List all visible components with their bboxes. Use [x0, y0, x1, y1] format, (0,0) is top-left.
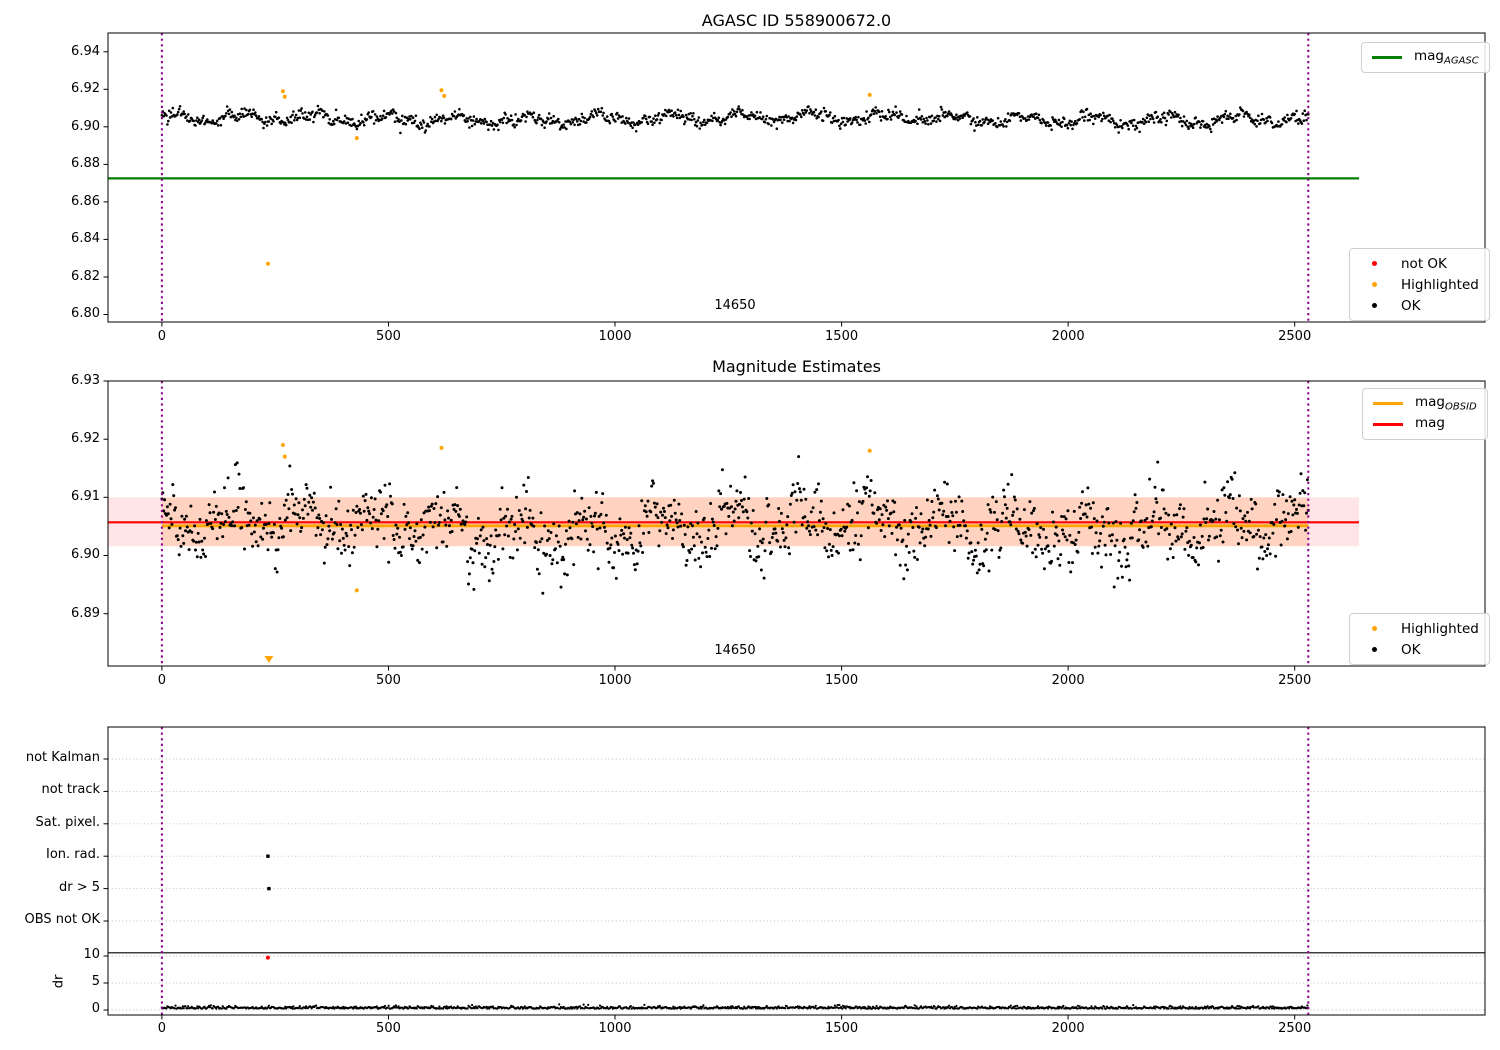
- x-tick-label: 2000: [1051, 329, 1085, 344]
- scatter-ok-panel2: [160, 455, 1310, 595]
- legend-label: Highlighted: [1401, 620, 1479, 637]
- legend-item-ok: OK: [1360, 639, 1479, 660]
- x-tick-label: 500: [376, 673, 401, 688]
- legend-label: mag: [1415, 415, 1445, 432]
- x-tick-label: 2500: [1278, 673, 1312, 688]
- x-tick-label: 500: [376, 1021, 401, 1036]
- x-tick-label: 0: [157, 673, 167, 688]
- y-tick-label: 6.92: [71, 81, 100, 97]
- x-tick-label: 1500: [825, 329, 859, 344]
- y-tick-label: 6.92: [71, 431, 100, 447]
- offscale-triangle-marker: [264, 656, 274, 663]
- flag-point: [266, 854, 270, 858]
- legend-label: Highlighted: [1401, 276, 1479, 293]
- not-ok-point: [265, 955, 270, 960]
- legend-label: mag: [1415, 394, 1445, 411]
- red-line-sample: [1373, 423, 1403, 426]
- dr-tick-label: 5: [91, 974, 100, 989]
- legend-mag-lines-panel2: magOBSID mag: [1362, 388, 1488, 440]
- red-dot-sample: [1372, 261, 1377, 266]
- legend-label: mag: [1414, 48, 1444, 65]
- orange-line-sample: [1373, 402, 1403, 405]
- legend-label: OK: [1401, 641, 1421, 658]
- legend-item-not-ok: not OK: [1360, 253, 1479, 274]
- legend-item-mag-agasc: magAGASC: [1372, 47, 1479, 68]
- flag-category-label: dr > 5: [58, 879, 100, 895]
- flag-category-label: Sat. pixel.: [35, 814, 100, 830]
- legend-item-ok: OK: [1360, 295, 1479, 316]
- x-tick-label: 2000: [1051, 673, 1085, 688]
- x-tick-label: 1500: [825, 1021, 859, 1036]
- x-tick-label: 0: [157, 1021, 167, 1036]
- orange-dot-sample: [1372, 282, 1377, 287]
- flag-point: [267, 886, 271, 891]
- legend-label: OK: [1401, 297, 1421, 314]
- x-tick-label: 1000: [598, 673, 632, 688]
- orange-dot-sample: [1372, 626, 1377, 631]
- x-tick-label: 500: [376, 329, 401, 344]
- panel1-title: AGASC ID 558900672.0: [701, 11, 892, 30]
- y-tick-label: 6.84: [71, 231, 100, 247]
- panel2-title: Magnitude Estimates: [712, 357, 881, 376]
- flag-category-label: not track: [41, 782, 100, 798]
- legend-marker-types-panel1: not OK Highlighted OK: [1349, 248, 1490, 321]
- highlighted-points-panel2: [280, 443, 872, 593]
- y-tick-label: 6.88: [71, 156, 100, 172]
- black-dot-sample: [1372, 303, 1377, 308]
- flag-category-label: Ion. rad.: [46, 847, 100, 863]
- x-tick-label: 1000: [598, 1021, 632, 1036]
- legend-item-highlighted: Highlighted: [1360, 274, 1479, 295]
- legend-mag-agasc: magAGASC: [1361, 42, 1490, 73]
- y-tick-label: 6.90: [71, 547, 100, 563]
- legend-label: not OK: [1401, 255, 1447, 272]
- y-tick-label: 6.80: [71, 306, 100, 322]
- y-tick-label: 6.94: [71, 43, 100, 59]
- x-tick-label: 2500: [1278, 329, 1312, 344]
- x-tick-label: 2500: [1278, 1021, 1312, 1036]
- highlighted-points-panel1: [265, 88, 872, 266]
- panel1-obsid-annotation: 14650: [714, 298, 756, 313]
- y-tick-label: 6.82: [71, 268, 100, 284]
- x-tick-label: 1000: [598, 329, 632, 344]
- x-tick-label: 0: [157, 329, 167, 344]
- black-dot-sample: [1372, 647, 1377, 652]
- flag-category-label: OBS not OK: [24, 912, 101, 927]
- y-tick-label: 6.90: [71, 118, 100, 134]
- legend-item-highlighted: Highlighted: [1360, 618, 1479, 639]
- dr-tick-label: 10: [83, 947, 100, 962]
- scatter-dr-panel3: [160, 1003, 1310, 1010]
- x-tick-label: 1500: [825, 673, 859, 688]
- y-tick-label: 6.86: [71, 193, 100, 209]
- panel2-obsid-annotation: 14650: [714, 643, 756, 658]
- scatter-ok-panel1: [160, 104, 1310, 135]
- legend-marker-types-panel2: Highlighted OK: [1349, 613, 1490, 665]
- flag-category-label: not Kalman: [25, 750, 100, 765]
- x-tick-label: 2000: [1051, 1021, 1085, 1036]
- y-tick-label: 6.93: [71, 373, 100, 388]
- legend-item-mag: mag: [1373, 414, 1477, 435]
- y-tick-label: 6.91: [71, 489, 100, 505]
- y-tick-label: 6.89: [71, 605, 100, 621]
- dr-tick-label: 0: [91, 1001, 100, 1016]
- legend-item-mag-obsid: magOBSID: [1373, 393, 1477, 414]
- green-line-sample: [1372, 56, 1402, 59]
